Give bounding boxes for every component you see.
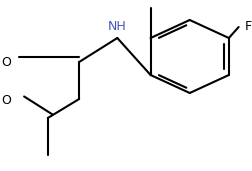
Text: O: O xyxy=(1,94,11,107)
Text: NH: NH xyxy=(108,19,127,32)
Text: F: F xyxy=(245,21,252,34)
Text: O: O xyxy=(1,56,11,69)
